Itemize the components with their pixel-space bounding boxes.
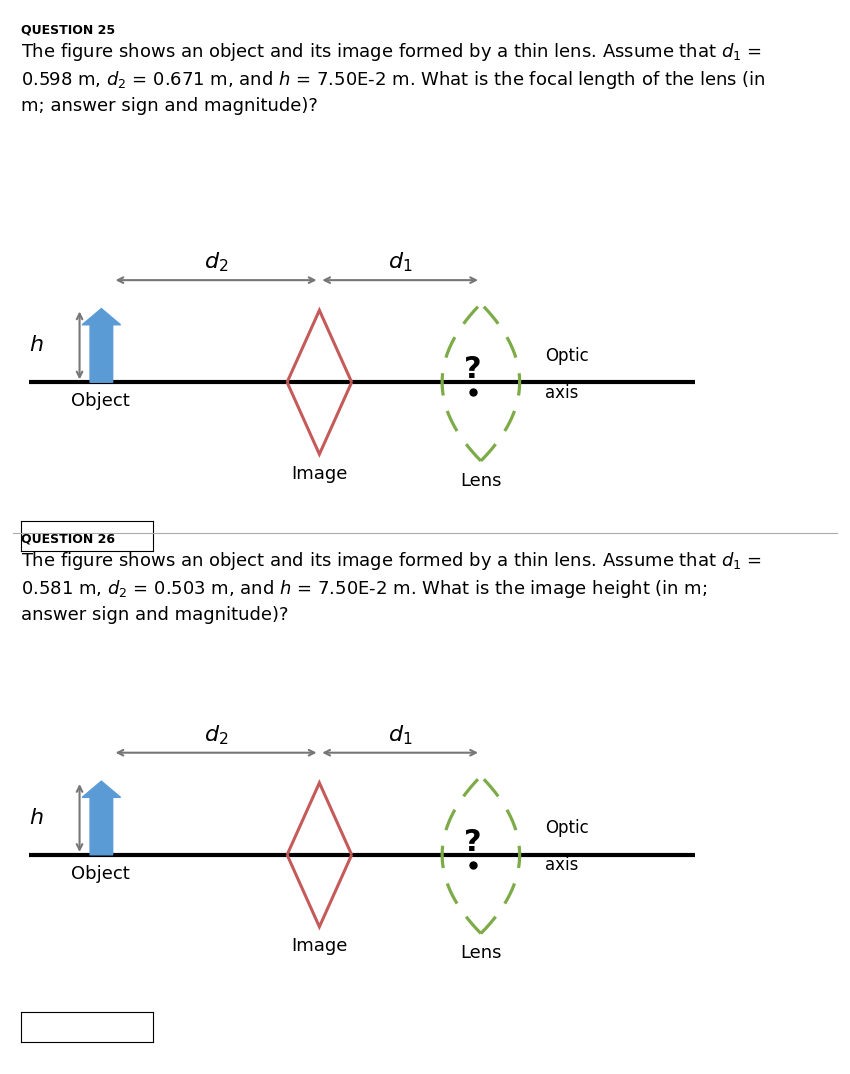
Text: The figure shows an object and its image formed by a thin lens. Assume that $d_1: The figure shows an object and its image… — [21, 41, 766, 115]
Text: axis: axis — [546, 383, 579, 402]
Text: QUESTION 26: QUESTION 26 — [21, 533, 116, 546]
Text: $h$: $h$ — [30, 334, 44, 357]
Text: The figure shows an object and its image formed by a thin lens. Assume that $d_1: The figure shows an object and its image… — [21, 550, 762, 624]
Text: ?: ? — [464, 828, 482, 857]
Text: $d_1$: $d_1$ — [388, 250, 412, 274]
FancyArrow shape — [82, 781, 121, 855]
Text: Object: Object — [71, 392, 130, 410]
Text: ?: ? — [464, 355, 482, 384]
Text: QUESTION 25: QUESTION 25 — [21, 24, 116, 37]
Text: Object: Object — [71, 865, 130, 883]
FancyArrow shape — [82, 308, 121, 382]
Text: Image: Image — [292, 465, 348, 483]
Text: $d_2$: $d_2$ — [204, 723, 228, 746]
Text: $d_1$: $d_1$ — [388, 723, 412, 746]
Text: Optic: Optic — [546, 819, 589, 838]
Text: $h$: $h$ — [30, 807, 44, 829]
Text: Lens: Lens — [460, 471, 501, 490]
Text: Lens: Lens — [460, 944, 501, 962]
Text: Image: Image — [292, 938, 348, 956]
Text: $d_2$: $d_2$ — [204, 250, 228, 274]
Text: axis: axis — [546, 856, 579, 874]
Text: Optic: Optic — [546, 347, 589, 365]
